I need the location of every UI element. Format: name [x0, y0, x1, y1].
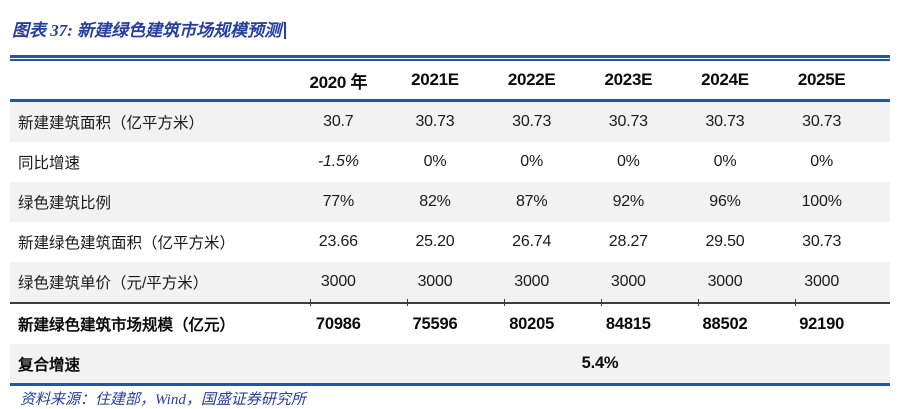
cell-value: 100% — [801, 193, 842, 210]
header-col-3: 2022E — [507, 70, 556, 89]
cell-value: 30.73 — [415, 113, 455, 130]
cell-value: 92% — [612, 193, 645, 210]
column-tick — [504, 299, 505, 306]
cell-value: 84815 — [605, 314, 651, 333]
column-tick — [795, 299, 796, 306]
row-label: 绿色建筑比例 — [18, 195, 112, 212]
table-row: 新建建筑面积（亿平方米） 30.7 30.73 30.73 30.73 30.73 30.7… — [10, 102, 890, 142]
header-bottom-border — [10, 99, 890, 102]
table-header-row: 2020 年 2021E 2022E 2023E 2024E 2025E — [10, 61, 890, 99]
cell-value: 0% — [713, 153, 737, 170]
table-top-double-border — [10, 55, 890, 61]
cell-value: 77% — [322, 193, 355, 210]
cell-value: 88502 — [702, 314, 748, 333]
cell-value: 87% — [515, 193, 548, 210]
cell-value: 3000 — [610, 273, 646, 290]
figure-title: 图表 37: 新建绿色建筑市场规模预测 — [12, 16, 286, 41]
column-tick — [407, 299, 408, 306]
row-label: 绿色建筑单价（元/平方米） — [18, 275, 209, 292]
cell-value: 30.73 — [705, 113, 745, 130]
table-row: 新建绿色建筑市场规模（亿元） 70986 75596 80205 84815 88502 9… — [10, 304, 890, 344]
source-note: 资料来源：住建部，Wind，国盛证券研究所 — [20, 392, 306, 408]
cell-value: 92190 — [799, 314, 845, 333]
cagr-value: 5.4% — [581, 354, 619, 372]
column-tick — [310, 299, 311, 306]
cell-value: 30.73 — [802, 233, 842, 250]
table-row: 绿色建筑比例 77% 82% 87% 92% 96% 100% — [10, 182, 890, 222]
cell-value: 30.73 — [802, 113, 842, 130]
header-col-1: 2020 年 — [309, 72, 368, 92]
cell-value: 0% — [520, 153, 544, 170]
cell-value: 30.73 — [512, 113, 552, 130]
cell-value: 82% — [419, 193, 451, 210]
cell-value: 23.66 — [318, 233, 358, 250]
cell-value: 26.74 — [512, 233, 552, 250]
header-col-6: 2025E — [797, 70, 846, 89]
cell-value: 96% — [709, 193, 741, 210]
forecast-table: 2020 年 2021E 2022E 2023E 2024E 2025E 新建建筑面积（亿… — [10, 55, 890, 386]
cell-value: 3000 — [514, 273, 550, 290]
cell-value: 80205 — [509, 314, 555, 333]
cell-value: 30.73 — [608, 113, 648, 130]
table-row: 新建绿色建筑面积（亿平方米） 23.66 25.20 26.74 28.27 29.50 3… — [10, 222, 890, 262]
cell-value: 75596 — [412, 314, 458, 333]
cell-value: -1.5% — [317, 153, 359, 170]
cell-value: 28.27 — [608, 233, 648, 250]
text-cursor — [284, 22, 286, 39]
row-label: 复合增速 — [18, 356, 81, 374]
header-col-2: 2021E — [411, 70, 459, 89]
cell-value: 0% — [616, 153, 640, 170]
cell-value: 0% — [810, 153, 834, 170]
row-label: 新建绿色建筑市场规模（亿元） — [18, 317, 236, 334]
table-row: 复合增速 5.4% — [10, 344, 890, 383]
cell-value: 3000 — [320, 273, 356, 290]
header-col-4: 2023E — [604, 70, 653, 89]
row-label: 新建建筑面积（亿平方米） — [18, 115, 205, 132]
header-col-5: 2024E — [701, 70, 749, 89]
table-bottom-border — [10, 383, 890, 386]
cell-value: 25.20 — [415, 233, 455, 250]
cell-value: 30.7 — [323, 113, 354, 130]
table-body: 新建建筑面积（亿平方米） 30.7 30.73 30.73 30.73 30.73 30.7… — [10, 102, 890, 383]
row-label: 新建绿色建筑面积（亿平方米） — [18, 235, 236, 252]
cell-value: 3000 — [707, 273, 743, 290]
column-tick — [698, 299, 699, 306]
cell-value: 3000 — [804, 273, 840, 290]
figure-title-text: 图表 37: 新建绿色建筑市场规模预测 — [12, 21, 282, 40]
table-row: 绿色建筑单价（元/平方米） 3000 3000 3000 3000 3000 3000 — [10, 262, 890, 302]
cell-value: 29.50 — [705, 233, 745, 250]
cell-value: 3000 — [417, 273, 453, 290]
subtotal-divider — [10, 299, 890, 306]
column-tick — [601, 299, 602, 306]
cell-value: 70986 — [315, 314, 361, 333]
table-row: 同比增速 -1.5% 0% 0% 0% 0% 0% — [10, 142, 890, 182]
cell-value: 0% — [423, 153, 447, 170]
row-label: 同比增速 — [18, 155, 81, 172]
